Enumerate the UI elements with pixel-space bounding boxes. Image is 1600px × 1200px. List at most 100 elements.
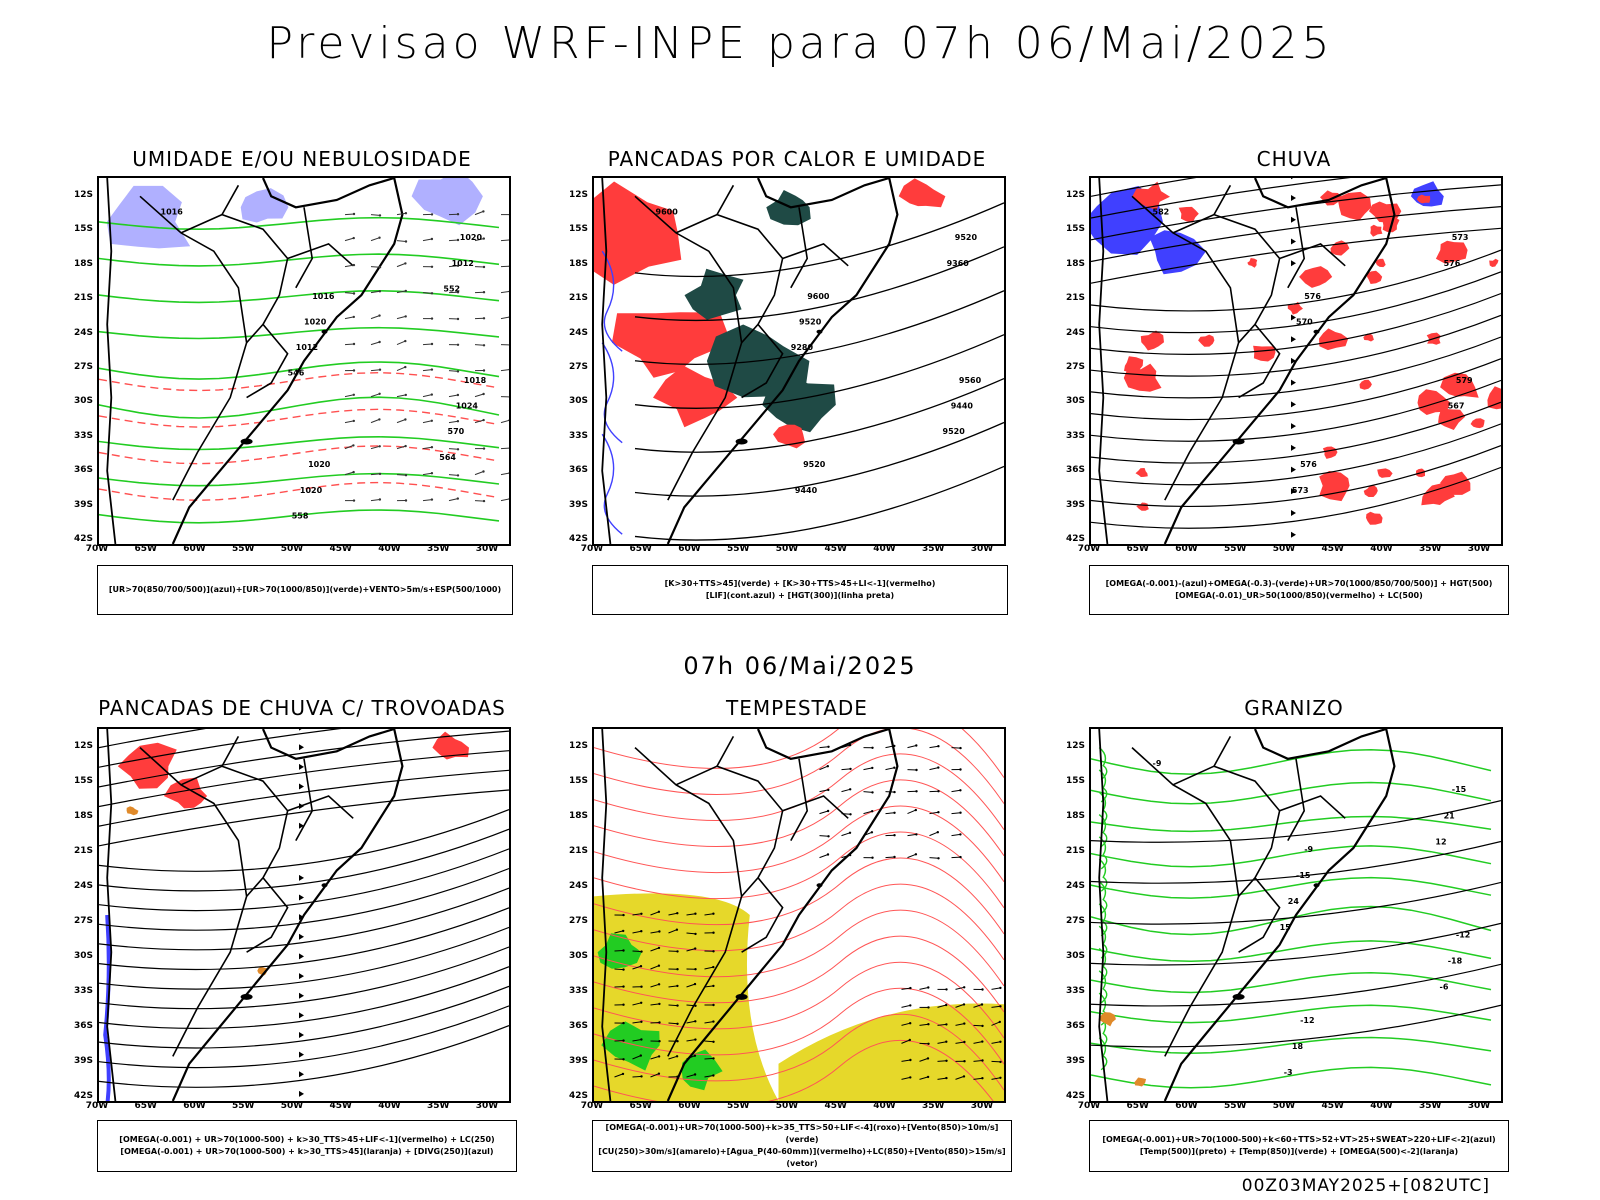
lat-tick-label: 15S [568, 776, 588, 786]
height-label: 9520 [799, 317, 822, 326]
lat-tick-label: 42S [568, 534, 588, 544]
water-vapour-contour [594, 909, 1004, 987]
vector-head [827, 788, 830, 792]
wind-vector [422, 369, 432, 372]
wind-vector [474, 471, 484, 476]
pressure-label: 564 [439, 453, 456, 462]
vector-head [378, 368, 382, 371]
vector-head [378, 340, 381, 344]
wind-vector [863, 791, 873, 793]
vector-head [693, 1073, 697, 1076]
border-line [221, 736, 240, 767]
x [383, 273, 416, 305]
wind-vector [686, 948, 696, 952]
wind-vector [344, 264, 354, 268]
vector-head [482, 317, 486, 320]
lon-tick-label: 30W [1467, 1101, 1491, 1111]
streamline [1091, 271, 1501, 334]
lon-tick-label: 50W [1272, 544, 1296, 554]
wind-vector [704, 1021, 714, 1024]
vector-head [482, 237, 485, 240]
vector-head [694, 1038, 697, 1041]
lat-tick-label: 36S [568, 465, 588, 476]
vector-head [404, 240, 408, 243]
wind-vector [650, 1022, 660, 1024]
vector-head [378, 266, 382, 269]
vector-head [352, 212, 356, 216]
lake-shape [816, 329, 823, 334]
wind-vector [919, 1023, 929, 1026]
wind-vector [650, 947, 660, 952]
wind-vector [344, 471, 354, 476]
wind-vector [704, 985, 714, 988]
vector-head [657, 964, 661, 967]
wind-vector [704, 1040, 714, 1043]
height-500-label: 570 [1296, 317, 1313, 326]
vector-head [456, 393, 460, 397]
wind-vector [686, 932, 696, 935]
vector-head [456, 370, 460, 373]
lifted-index-contour [601, 250, 623, 352]
wind-vector [901, 1076, 911, 1080]
wind-vector [919, 1057, 929, 1062]
wind-vector [344, 343, 355, 346]
vector-head [871, 856, 874, 859]
temp-500-contour [1091, 800, 1501, 843]
rain-area [1470, 418, 1485, 429]
wind-vector [907, 833, 917, 837]
vector-head [927, 1006, 930, 1009]
lat-tick-label: 15S [1065, 224, 1085, 235]
vector-head [826, 765, 829, 768]
wind-vector [448, 420, 458, 424]
border-line [675, 765, 784, 897]
lat-tick-label: 24S [73, 881, 93, 891]
wind-vector [370, 473, 381, 476]
wind-vector [632, 930, 642, 934]
streamline-arrow [1291, 401, 1296, 408]
rain-area [1367, 270, 1383, 284]
humidity-low-contour [99, 472, 500, 487]
vector-head [893, 744, 896, 748]
vector-head [915, 833, 918, 836]
streamline [1091, 336, 1501, 399]
wind-vector [370, 418, 380, 424]
wind-vector [500, 291, 509, 294]
vector-head [352, 369, 356, 372]
lat-tick-label: 36S [73, 465, 93, 476]
lon-tick-label: 40W [873, 544, 896, 554]
wind-vector [863, 810, 873, 815]
wind-vector [951, 789, 961, 793]
wind-vector [668, 1022, 678, 1025]
lake-shape [1232, 993, 1245, 1000]
vector-head [430, 237, 434, 241]
wind-vector [474, 210, 484, 216]
wind-vector [901, 987, 911, 990]
lat-tick-label: 39S [1065, 499, 1085, 510]
legend-line: [LIF](cont.azul) + [HGT(300)](linha pret… [705, 591, 895, 600]
thunderstorm-area [117, 742, 177, 789]
vector-head [893, 834, 896, 837]
wind-vector [819, 835, 829, 837]
wind-vector [344, 394, 354, 398]
lon-tick-label: 55W [727, 1101, 750, 1111]
vector-head [712, 984, 715, 988]
rain-area [1435, 240, 1468, 264]
rain-area [1370, 224, 1383, 237]
lat-tick-label: 18S [568, 258, 588, 269]
vector-head [981, 1040, 984, 1043]
streamline-arrow [1291, 178, 1294, 180]
vector-head [456, 474, 460, 477]
vector-head [352, 263, 356, 267]
vector-head [937, 766, 940, 769]
lat-tick-label: 30S [568, 951, 588, 961]
rain-area [1375, 258, 1386, 268]
temp-850-contour [1091, 815, 1492, 833]
legend-line: [OMEGA(-0.001)-(azul)+OMEGA(-0.3)-(verde… [1105, 579, 1493, 588]
rain-area [1253, 345, 1276, 362]
vector-head [482, 418, 485, 422]
vector-head [640, 912, 643, 915]
vector-head [712, 1040, 715, 1043]
vector-head [827, 835, 830, 838]
lat-tick-label: 36S [1065, 1021, 1085, 1031]
border-line [1279, 795, 1346, 819]
